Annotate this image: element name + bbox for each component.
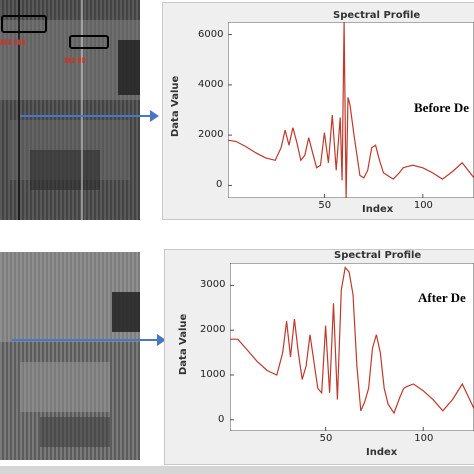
pixel-marker-box <box>69 35 109 49</box>
image-texture: ▮▮▮ ▮▮▮ ▮▮▮ ▮▮ <box>0 0 140 220</box>
x-axis-label: Index <box>362 204 394 215</box>
pixel-marker-box <box>1 15 47 33</box>
series-line <box>228 22 474 198</box>
y-tick-label: 0 <box>216 179 223 191</box>
x-tick-label: 50 <box>318 200 332 211</box>
chart-annotation: After De <box>418 290 466 305</box>
plot-area <box>230 263 474 431</box>
chart-title: Spectral Profile <box>333 10 421 21</box>
y-tick-label: 2000 <box>200 324 226 336</box>
chart-annotation: Before De <box>414 100 469 115</box>
y-tick-label: 4000 <box>198 78 224 90</box>
x-tick-label: 100 <box>413 200 433 211</box>
y-tick-label: 3000 <box>200 279 226 291</box>
series-line <box>230 266 474 415</box>
arrow-after <box>12 334 166 346</box>
svg-text:▮▮▮ ▮▮▮: ▮▮▮ ▮▮▮ <box>0 38 25 46</box>
chart-title: Spectral Profile <box>334 250 422 261</box>
x-axis-label: Index <box>366 447 398 458</box>
y-tick-label: 1000 <box>200 369 226 380</box>
y-tick-label: 2000 <box>198 129 224 141</box>
x-tick-label: 100 <box>414 433 434 444</box>
satellite-image-after <box>0 252 140 460</box>
y-axis-label: Data Value <box>178 313 189 375</box>
arrow-before <box>20 110 159 122</box>
y-axis-label: Data Value <box>170 75 181 137</box>
y-tick-label: 6000 <box>198 28 224 40</box>
x-tick-label: 50 <box>319 433 333 444</box>
bottom-divider <box>0 466 474 474</box>
plot-area <box>228 22 474 198</box>
image-texture <box>0 252 140 460</box>
y-tick-label: 0 <box>218 413 225 425</box>
svg-text:▮▮▮ ▮▮: ▮▮▮ ▮▮ <box>64 56 86 64</box>
satellite-image-before: ▮▮▮ ▮▮▮ ▮▮▮ ▮▮ <box>0 0 140 220</box>
